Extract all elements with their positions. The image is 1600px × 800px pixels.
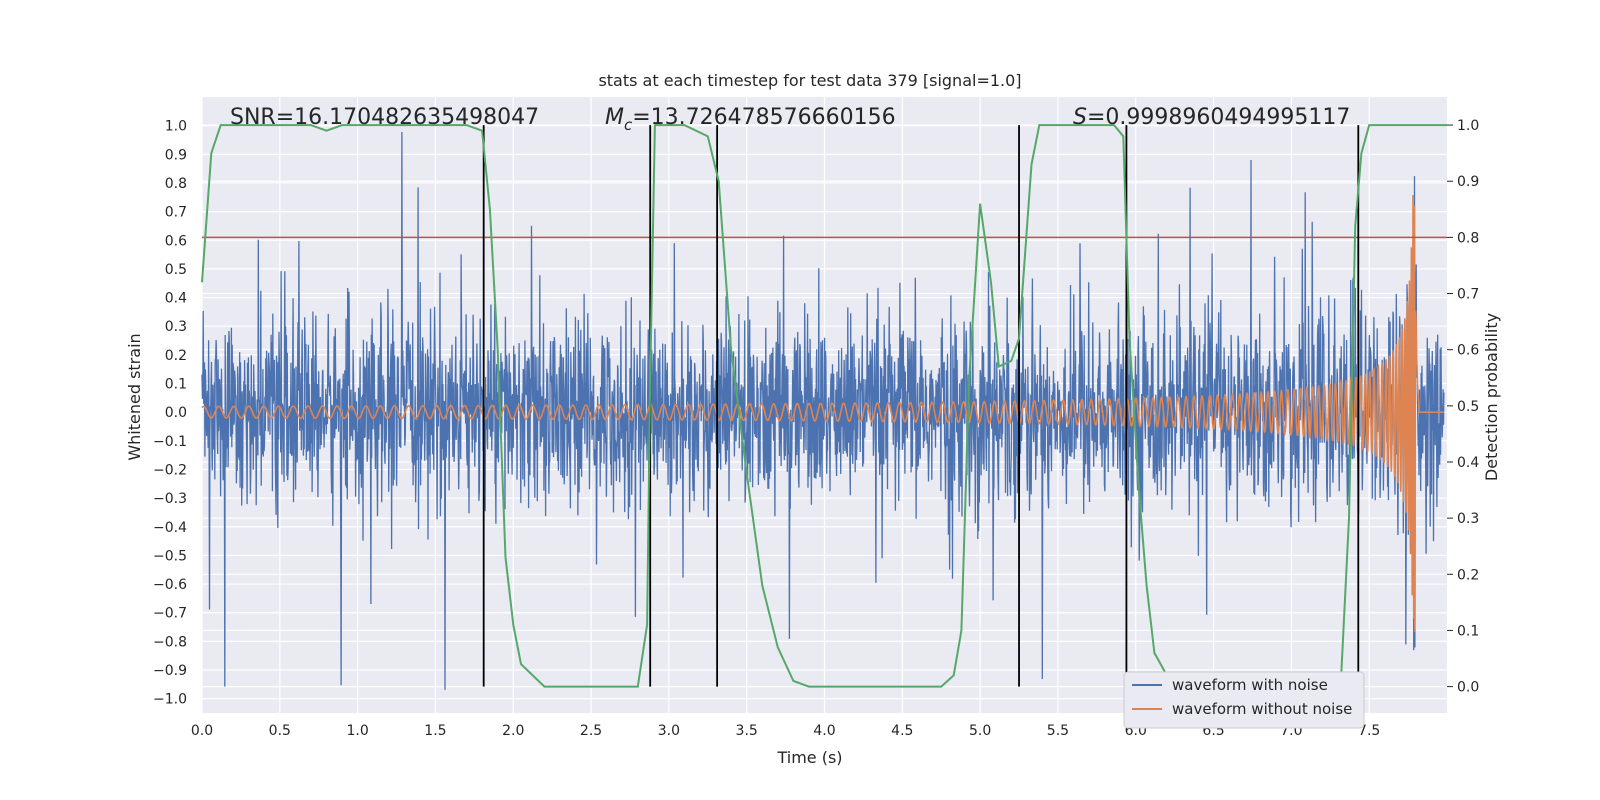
- y-tick-label: 0.2: [165, 348, 187, 364]
- x-tick-label: 5.0: [969, 723, 991, 739]
- y-tick-label: 0.0: [165, 405, 187, 421]
- y-tick-label: 0.5: [165, 262, 187, 278]
- y2-tick-label: 0.6: [1457, 343, 1479, 359]
- y-tick-label: −0.2: [153, 462, 187, 478]
- y2-tick-label: 0.9: [1457, 174, 1479, 190]
- x-tick-label: 2.0: [502, 723, 524, 739]
- mc-annotation: Mc=13.726478576660156: [605, 105, 896, 134]
- legend-box: [1123, 671, 1365, 729]
- s-value: =0.9998960494995117: [1087, 105, 1350, 130]
- clean-waveform-series: [201, 194, 1444, 633]
- detection-probability-line: [201, 124, 1447, 688]
- y-tick-label: −1.0: [153, 692, 187, 708]
- y-tick-label: 0.9: [165, 147, 187, 163]
- y2-tick-label: 0.2: [1457, 567, 1479, 583]
- chart-title: stats at each timestep for test data 379…: [598, 71, 1021, 90]
- y2-tick-label: 0.7: [1457, 287, 1479, 303]
- mc-symbol: M: [605, 105, 624, 130]
- y-tick-label: −0.1: [153, 434, 187, 450]
- s-annotation: S=0.9998960494995117: [1073, 105, 1350, 130]
- y-tick-label: −0.6: [153, 577, 187, 593]
- y2-tick-label: 0.4: [1457, 455, 1479, 471]
- y-tick-label: 0.4: [165, 291, 187, 307]
- detection-probability-series: [201, 124, 1447, 688]
- y-axis-label: Whitened strain: [125, 333, 144, 460]
- x-tick-label: 0.5: [269, 723, 291, 739]
- x-tick-label: 3.5: [736, 723, 758, 739]
- y2-tick-label: 0.8: [1457, 230, 1479, 246]
- x-tick-label: 0.0: [191, 723, 213, 739]
- legend: waveform with noise waveform without noi…: [1123, 671, 1365, 729]
- y-tick-label: −0.4: [153, 520, 187, 536]
- x-tick-label: 4.5: [891, 723, 913, 739]
- y-tick-label: 0.7: [165, 205, 187, 221]
- y2-axis-ticks: 1.0 0.9 0.8 0.7 0.6 0.5 0.4 0.3 0.2 0.1 0.0: [1447, 118, 1479, 696]
- x-tick-label: 5.5: [1047, 723, 1069, 739]
- y-tick-label: −0.8: [153, 634, 187, 650]
- y2-tick-label: 1.0: [1457, 118, 1479, 134]
- y-tick-label: 0.3: [165, 319, 187, 335]
- y-tick-label: 0.6: [165, 233, 187, 249]
- y2-tick-label: 0.1: [1457, 623, 1479, 639]
- mc-value: =13.726478576660156: [632, 105, 895, 130]
- x-axis-ticks: 0.0 0.5 1.0 1.5 2.0 2.5 3.0 3.5 4.0 4.5 5.0 5.5 6.0 6…: [191, 723, 1380, 739]
- x-tick-label: 4.0: [813, 723, 835, 739]
- x-tick-label: 3.0: [658, 723, 680, 739]
- y-tick-label: −0.3: [153, 491, 187, 507]
- y2-tick-label: 0.3: [1457, 511, 1479, 527]
- clean-waveform-line: [201, 194, 1444, 633]
- y2-tick-label: 0.5: [1457, 399, 1479, 415]
- y-tick-label: 0.8: [165, 176, 187, 192]
- y2-axis-label: Detection probability: [1482, 313, 1501, 481]
- x-tick-label: 7.5: [1358, 723, 1380, 739]
- x-tick-label: 1.5: [424, 723, 446, 739]
- y-tick-label: −0.7: [153, 606, 187, 622]
- mc-subscript: c: [624, 116, 633, 134]
- legend-label-clean: waveform without noise: [1172, 700, 1352, 718]
- s-symbol: S: [1073, 105, 1087, 130]
- legend-label-noisy: waveform with noise: [1172, 676, 1328, 694]
- y-tick-label: 1.0: [165, 119, 187, 135]
- x-axis-label: Time (s): [776, 748, 842, 767]
- x-tick-label: 2.5: [580, 723, 602, 739]
- x-tick-label: 1.0: [346, 723, 368, 739]
- y2-tick-label: 0.0: [1457, 680, 1479, 696]
- snr-annotation: SNR=16.170482635498047: [230, 105, 539, 130]
- y-tick-label: −0.9: [153, 663, 187, 679]
- y-tick-label: 0.1: [165, 377, 187, 393]
- y-tick-label: −0.5: [153, 548, 187, 564]
- y-axis-ticks: 1.0 0.9 0.8 0.7 0.6 0.5 0.4 0.3 0.2 0.1 0.0 −0.1 −0.…: [153, 119, 187, 708]
